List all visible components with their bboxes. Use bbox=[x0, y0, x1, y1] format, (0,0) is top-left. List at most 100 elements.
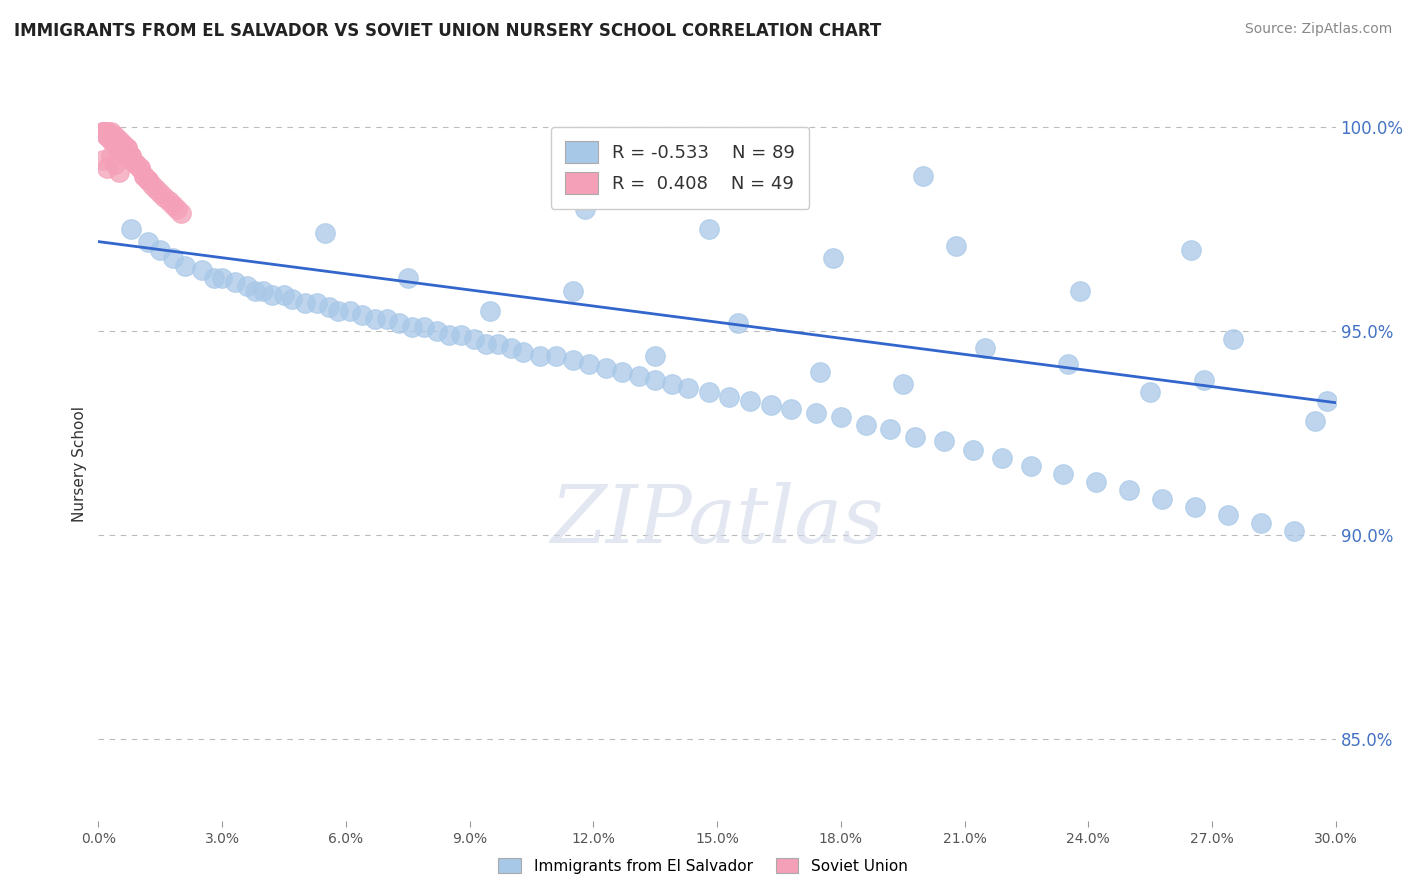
Point bbox=[112, 145, 135, 159]
Point bbox=[463, 333, 485, 347]
Point bbox=[1019, 458, 1042, 473]
Point bbox=[879, 422, 901, 436]
Point bbox=[612, 365, 634, 379]
Point bbox=[578, 357, 600, 371]
Point bbox=[136, 235, 159, 249]
Point bbox=[91, 124, 114, 138]
Point bbox=[100, 124, 122, 138]
Text: IMMIGRANTS FROM EL SALVADOR VS SOVIET UNION NURSERY SCHOOL CORRELATION CHART: IMMIGRANTS FROM EL SALVADOR VS SOVIET UN… bbox=[14, 22, 882, 40]
Point bbox=[174, 259, 197, 273]
Point bbox=[236, 279, 259, 293]
Point bbox=[1139, 385, 1161, 400]
Point bbox=[697, 222, 720, 236]
Point bbox=[132, 169, 155, 184]
Point bbox=[1118, 483, 1140, 498]
Point bbox=[561, 284, 583, 298]
Point bbox=[512, 344, 534, 359]
Point bbox=[326, 304, 349, 318]
Point bbox=[96, 124, 118, 138]
Point bbox=[1152, 491, 1174, 506]
Point bbox=[153, 190, 176, 204]
Point bbox=[413, 320, 436, 334]
Point bbox=[120, 149, 142, 163]
Point bbox=[738, 393, 761, 408]
Point bbox=[100, 133, 122, 147]
Point bbox=[1085, 475, 1108, 490]
Point bbox=[108, 141, 131, 155]
Point bbox=[149, 243, 172, 257]
Point bbox=[136, 173, 159, 187]
Point bbox=[314, 227, 336, 241]
Point bbox=[104, 133, 127, 147]
Point bbox=[104, 136, 127, 151]
Point bbox=[352, 308, 374, 322]
Point bbox=[108, 136, 131, 151]
Point bbox=[962, 442, 984, 457]
Point bbox=[96, 124, 118, 138]
Point bbox=[132, 169, 155, 184]
Point bbox=[804, 406, 827, 420]
Point bbox=[475, 336, 498, 351]
Point bbox=[117, 141, 139, 155]
Point bbox=[108, 133, 131, 147]
Point bbox=[91, 124, 114, 138]
Point bbox=[426, 324, 449, 338]
Point bbox=[945, 238, 967, 252]
Point bbox=[1284, 524, 1306, 538]
Point bbox=[120, 149, 142, 163]
Text: Source: ZipAtlas.com: Source: ZipAtlas.com bbox=[1244, 22, 1392, 37]
Point bbox=[974, 341, 997, 355]
Point bbox=[1303, 414, 1326, 428]
Point bbox=[91, 153, 114, 167]
Point bbox=[145, 181, 167, 195]
Point bbox=[157, 194, 180, 208]
Point bbox=[499, 341, 522, 355]
Point bbox=[243, 284, 266, 298]
Point bbox=[96, 161, 118, 176]
Point bbox=[891, 377, 914, 392]
Point bbox=[718, 390, 741, 404]
Point bbox=[479, 304, 502, 318]
Point bbox=[252, 284, 274, 298]
Point bbox=[821, 251, 844, 265]
Point bbox=[128, 161, 150, 176]
Point bbox=[124, 157, 146, 171]
Point bbox=[100, 128, 122, 143]
Point bbox=[665, 181, 688, 195]
Point bbox=[339, 304, 361, 318]
Point bbox=[1316, 393, 1339, 408]
Point bbox=[318, 300, 340, 314]
Point bbox=[1250, 516, 1272, 530]
Point bbox=[112, 136, 135, 151]
Point bbox=[260, 287, 283, 301]
Point bbox=[364, 312, 387, 326]
Point bbox=[273, 287, 295, 301]
Point bbox=[574, 202, 596, 216]
Point bbox=[1192, 373, 1215, 387]
Legend: Immigrants from El Salvador, Soviet Union: Immigrants from El Salvador, Soviet Unio… bbox=[492, 852, 914, 880]
Point bbox=[401, 320, 423, 334]
Point bbox=[676, 381, 699, 395]
Point bbox=[595, 361, 617, 376]
Point bbox=[120, 222, 142, 236]
Point bbox=[224, 276, 246, 290]
Point bbox=[437, 328, 460, 343]
Point bbox=[96, 128, 118, 143]
Point bbox=[561, 352, 583, 367]
Point bbox=[149, 186, 172, 200]
Point bbox=[546, 349, 568, 363]
Point bbox=[388, 316, 411, 330]
Point bbox=[117, 141, 139, 155]
Point bbox=[1180, 243, 1202, 257]
Point bbox=[450, 328, 472, 343]
Point bbox=[124, 157, 146, 171]
Point bbox=[1069, 284, 1091, 298]
Point bbox=[91, 124, 114, 138]
Point bbox=[661, 377, 683, 392]
Point bbox=[294, 295, 316, 310]
Point bbox=[697, 385, 720, 400]
Point bbox=[162, 251, 184, 265]
Point bbox=[627, 369, 650, 384]
Point bbox=[780, 401, 803, 416]
Point bbox=[1218, 508, 1240, 522]
